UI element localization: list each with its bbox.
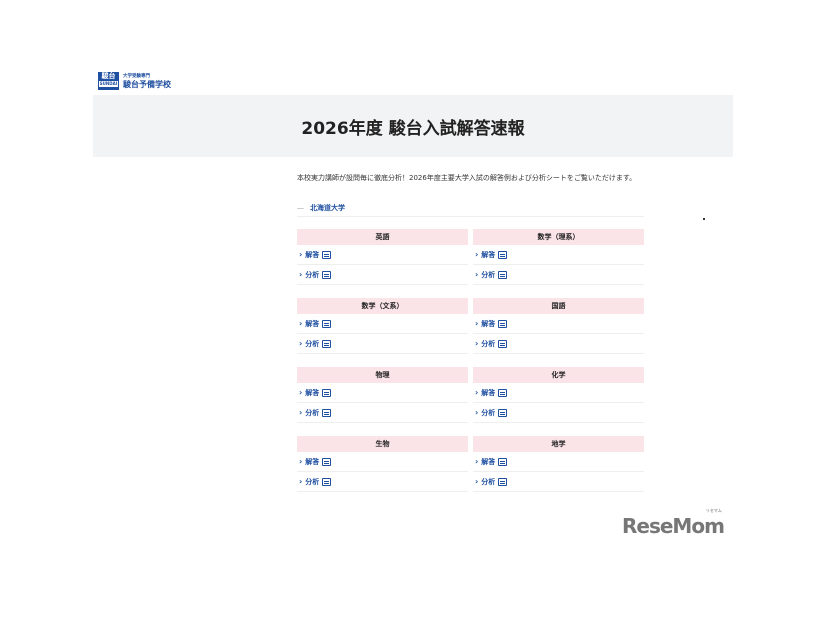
document-icon xyxy=(498,388,508,397)
analysis-link[interactable]: › 分析 xyxy=(297,472,468,492)
link-label: 分析 xyxy=(305,339,320,348)
chevron-right-icon: › xyxy=(299,408,303,417)
answer-link[interactable]: › 解答 xyxy=(297,314,468,334)
document-icon xyxy=(322,270,332,279)
university-name: 北海道大学 xyxy=(310,204,345,212)
link-label: 解答 xyxy=(481,319,496,328)
document-icon xyxy=(498,477,508,486)
link-label: 分析 xyxy=(481,270,496,279)
subject-header: 化学 xyxy=(473,367,644,383)
subject-header: 生物 xyxy=(297,436,468,452)
logo-name: 駿台予備学校 xyxy=(123,79,171,89)
chevron-right-icon: › xyxy=(475,457,479,466)
chevron-right-icon: › xyxy=(475,388,479,397)
page-header: 2026年度 駿台入試解答速報 xyxy=(93,95,733,157)
link-label: 解答 xyxy=(305,388,320,397)
document-icon xyxy=(322,457,332,466)
logo-mark-text: 駿台 xyxy=(101,72,116,80)
page-title: 2026年度 駿台入試解答速報 xyxy=(301,118,525,139)
answer-link[interactable]: › 解答 xyxy=(473,245,644,265)
subject-header: 国語 xyxy=(473,298,644,314)
chevron-right-icon: › xyxy=(475,319,479,328)
subject-block: 数学（理系） › 解答 › 分析 xyxy=(473,229,644,285)
sundai-logo[interactable]: 駿台 SUNDAI 大学受験専門 駿台予備学校 xyxy=(98,72,171,90)
subject-header: 数学（理系） xyxy=(473,229,644,245)
link-label: 解答 xyxy=(481,457,496,466)
intro-text: 本校実力講師が設問毎に徹底分析！2026年度主要大学入試の解答例および分析シート… xyxy=(297,174,637,182)
document-icon xyxy=(498,250,508,259)
subject-header: 英語 xyxy=(297,229,468,245)
subject-block: 数学（文系） › 解答 › 分析 xyxy=(297,298,468,354)
link-label: 解答 xyxy=(481,388,496,397)
subject-header: 物理 xyxy=(297,367,468,383)
subject-block: 化学 › 解答 › 分析 xyxy=(473,367,644,423)
subject-header: 数学（文系） xyxy=(297,298,468,314)
link-label: 解答 xyxy=(305,457,320,466)
watermark-text: ReseMom xyxy=(622,514,725,538)
watermark-ruby: リセマム xyxy=(705,508,722,513)
document-icon xyxy=(498,270,508,279)
subject-grid: 英語 › 解答 › 分析 数学（理系） › 解答 › 分析 数学（文系） › 解答 › 分析 国語 › 解答 › 分析… xyxy=(297,229,644,492)
chevron-right-icon: › xyxy=(475,270,479,279)
answer-link[interactable]: › 解答 xyxy=(473,383,644,403)
link-label: 分析 xyxy=(305,270,320,279)
link-label: 分析 xyxy=(305,477,320,486)
subject-header: 地学 xyxy=(473,436,644,452)
dash-icon: — xyxy=(297,204,304,212)
document-icon xyxy=(498,319,508,328)
document-icon xyxy=(322,408,332,417)
logo-mark-sub: SUNDAI xyxy=(99,81,118,87)
resemom-watermark: ReseMom リセマム xyxy=(622,508,725,538)
logo-mark: 駿台 SUNDAI xyxy=(98,72,119,90)
link-label: 分析 xyxy=(481,477,496,486)
logo-subtitle: 大学受験専門 xyxy=(123,73,150,79)
subject-block: 地学 › 解答 › 分析 xyxy=(473,436,644,492)
chevron-right-icon: › xyxy=(475,408,479,417)
analysis-link[interactable]: › 分析 xyxy=(297,334,468,354)
answer-link[interactable]: › 解答 xyxy=(297,245,468,265)
document-icon xyxy=(498,408,508,417)
chevron-right-icon: › xyxy=(299,388,303,397)
subject-block: 物理 › 解答 › 分析 xyxy=(297,367,468,423)
answer-link[interactable]: › 解答 xyxy=(297,452,468,472)
chevron-right-icon: › xyxy=(299,319,303,328)
document-icon xyxy=(322,339,332,348)
answer-link[interactable]: › 解答 xyxy=(297,383,468,403)
chevron-right-icon: › xyxy=(299,270,303,279)
link-label: 解答 xyxy=(305,319,320,328)
analysis-link[interactable]: › 分析 xyxy=(473,403,644,423)
answer-link[interactable]: › 解答 xyxy=(473,452,644,472)
document-icon xyxy=(322,319,332,328)
chevron-right-icon: › xyxy=(299,477,303,486)
chevron-right-icon: › xyxy=(475,250,479,259)
analysis-link[interactable]: › 分析 xyxy=(473,472,644,492)
chevron-right-icon: › xyxy=(299,339,303,348)
subject-block: 英語 › 解答 › 分析 xyxy=(297,229,468,285)
analysis-link[interactable]: › 分析 xyxy=(297,265,468,285)
document-icon xyxy=(498,339,508,348)
chevron-right-icon: › xyxy=(475,339,479,348)
link-label: 分析 xyxy=(481,339,496,348)
university-heading: — 北海道大学 xyxy=(297,203,644,217)
link-label: 分析 xyxy=(305,408,320,417)
document-icon xyxy=(322,477,332,486)
analysis-link[interactable]: › 分析 xyxy=(473,334,644,354)
stray-dot xyxy=(703,218,705,220)
link-label: 解答 xyxy=(305,250,320,259)
analysis-link[interactable]: › 分析 xyxy=(297,403,468,423)
analysis-link[interactable]: › 分析 xyxy=(473,265,644,285)
document-icon xyxy=(322,388,332,397)
subject-block: 生物 › 解答 › 分析 xyxy=(297,436,468,492)
subject-block: 国語 › 解答 › 分析 xyxy=(473,298,644,354)
document-icon xyxy=(498,457,508,466)
document-icon xyxy=(322,250,332,259)
link-label: 解答 xyxy=(481,250,496,259)
chevron-right-icon: › xyxy=(299,250,303,259)
answer-link[interactable]: › 解答 xyxy=(473,314,644,334)
chevron-right-icon: › xyxy=(299,457,303,466)
link-label: 分析 xyxy=(481,408,496,417)
chevron-right-icon: › xyxy=(475,477,479,486)
